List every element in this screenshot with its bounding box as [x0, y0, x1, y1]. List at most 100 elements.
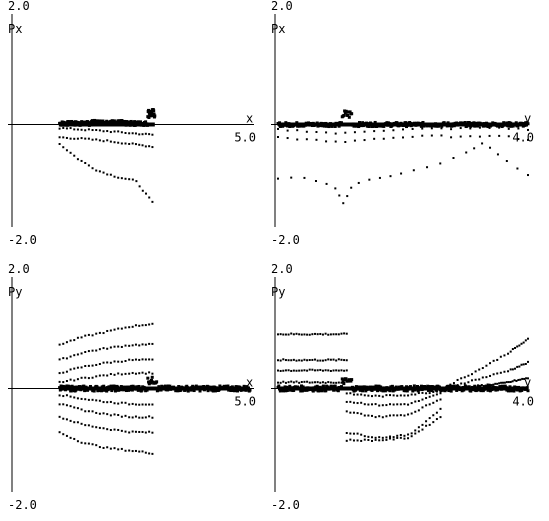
data-point [81, 120, 85, 124]
data-point [308, 333, 311, 336]
x-axis-label: y [524, 112, 531, 126]
data-point [124, 131, 127, 134]
data-point [305, 138, 308, 141]
data-point [58, 380, 61, 383]
data-point [527, 138, 529, 141]
data-point [106, 130, 109, 133]
data-point [113, 141, 116, 144]
data-point [360, 401, 363, 404]
data-point [317, 389, 321, 393]
data-point [522, 341, 525, 344]
data-point [131, 371, 134, 374]
data-point [353, 139, 356, 142]
data-point [439, 389, 443, 393]
data-point [490, 384, 493, 387]
data-point [382, 129, 385, 132]
data-point [345, 432, 348, 435]
data-point [396, 436, 399, 439]
data-point [421, 120, 425, 124]
data-point [342, 113, 346, 117]
data-point [381, 416, 384, 419]
data-point [430, 134, 433, 137]
data-point [477, 384, 479, 387]
data-point [84, 442, 87, 445]
data-point [481, 376, 484, 379]
data-point [128, 416, 131, 419]
data-point [141, 403, 144, 406]
data-point [290, 369, 293, 372]
data-point [517, 127, 520, 130]
data-point [65, 370, 68, 373]
x-tick-label: 4.0 [512, 131, 534, 145]
data-point [73, 339, 76, 342]
data-point [296, 129, 299, 132]
data-point [332, 381, 335, 384]
data-point [370, 439, 373, 442]
data-point [367, 394, 370, 397]
data-point [419, 384, 423, 388]
data-point [315, 130, 318, 133]
data-point [383, 389, 387, 393]
data-point [381, 404, 384, 407]
data-point [432, 401, 435, 404]
data-point [356, 393, 359, 396]
data-point [109, 447, 112, 450]
data-point [292, 369, 295, 372]
data-band [278, 122, 528, 127]
data-point [485, 384, 489, 388]
data-point [335, 333, 338, 336]
data-point [80, 336, 83, 339]
data-point [95, 129, 98, 132]
data-point [478, 378, 481, 381]
data-point [277, 359, 279, 362]
data-point [120, 177, 123, 180]
data-point [411, 389, 415, 393]
data-point [298, 333, 301, 336]
data-point [84, 334, 87, 337]
y-axis-label: Px [8, 22, 22, 36]
data-point [488, 384, 492, 388]
data-point [485, 364, 488, 367]
data-point [412, 169, 415, 172]
data-point [481, 367, 484, 370]
data-point [106, 401, 109, 404]
data-point [124, 389, 128, 393]
data-point [514, 346, 517, 349]
data-point [106, 347, 109, 350]
data-point [150, 375, 154, 379]
y-axis-label: Py [8, 285, 22, 299]
data-point [80, 352, 83, 355]
data-point [435, 393, 438, 396]
data-point [403, 414, 406, 417]
data-point [435, 411, 438, 414]
data-point [73, 406, 76, 409]
data-point [473, 384, 477, 388]
data-point [452, 157, 455, 160]
data-point [363, 130, 366, 133]
data-point [117, 414, 120, 417]
data-point [148, 371, 151, 374]
data-point [452, 382, 455, 385]
data-point [315, 384, 319, 388]
data-point [470, 379, 473, 382]
data-point [316, 333, 319, 336]
data-point [147, 115, 151, 119]
data-point [327, 333, 330, 336]
data-point [151, 342, 154, 345]
data-point [98, 399, 101, 402]
data-point [421, 398, 424, 401]
data-point [113, 175, 116, 178]
data-point [378, 436, 381, 439]
data-point [345, 392, 348, 395]
data-point [392, 438, 395, 441]
data-point [335, 369, 338, 372]
data-point [303, 333, 306, 336]
data-point [306, 369, 309, 372]
data-point [411, 127, 414, 130]
data-point [342, 202, 345, 205]
data-point [58, 358, 61, 361]
data-point [138, 143, 141, 146]
data-point [102, 427, 105, 430]
data-point [455, 384, 459, 388]
data-point [363, 438, 366, 441]
